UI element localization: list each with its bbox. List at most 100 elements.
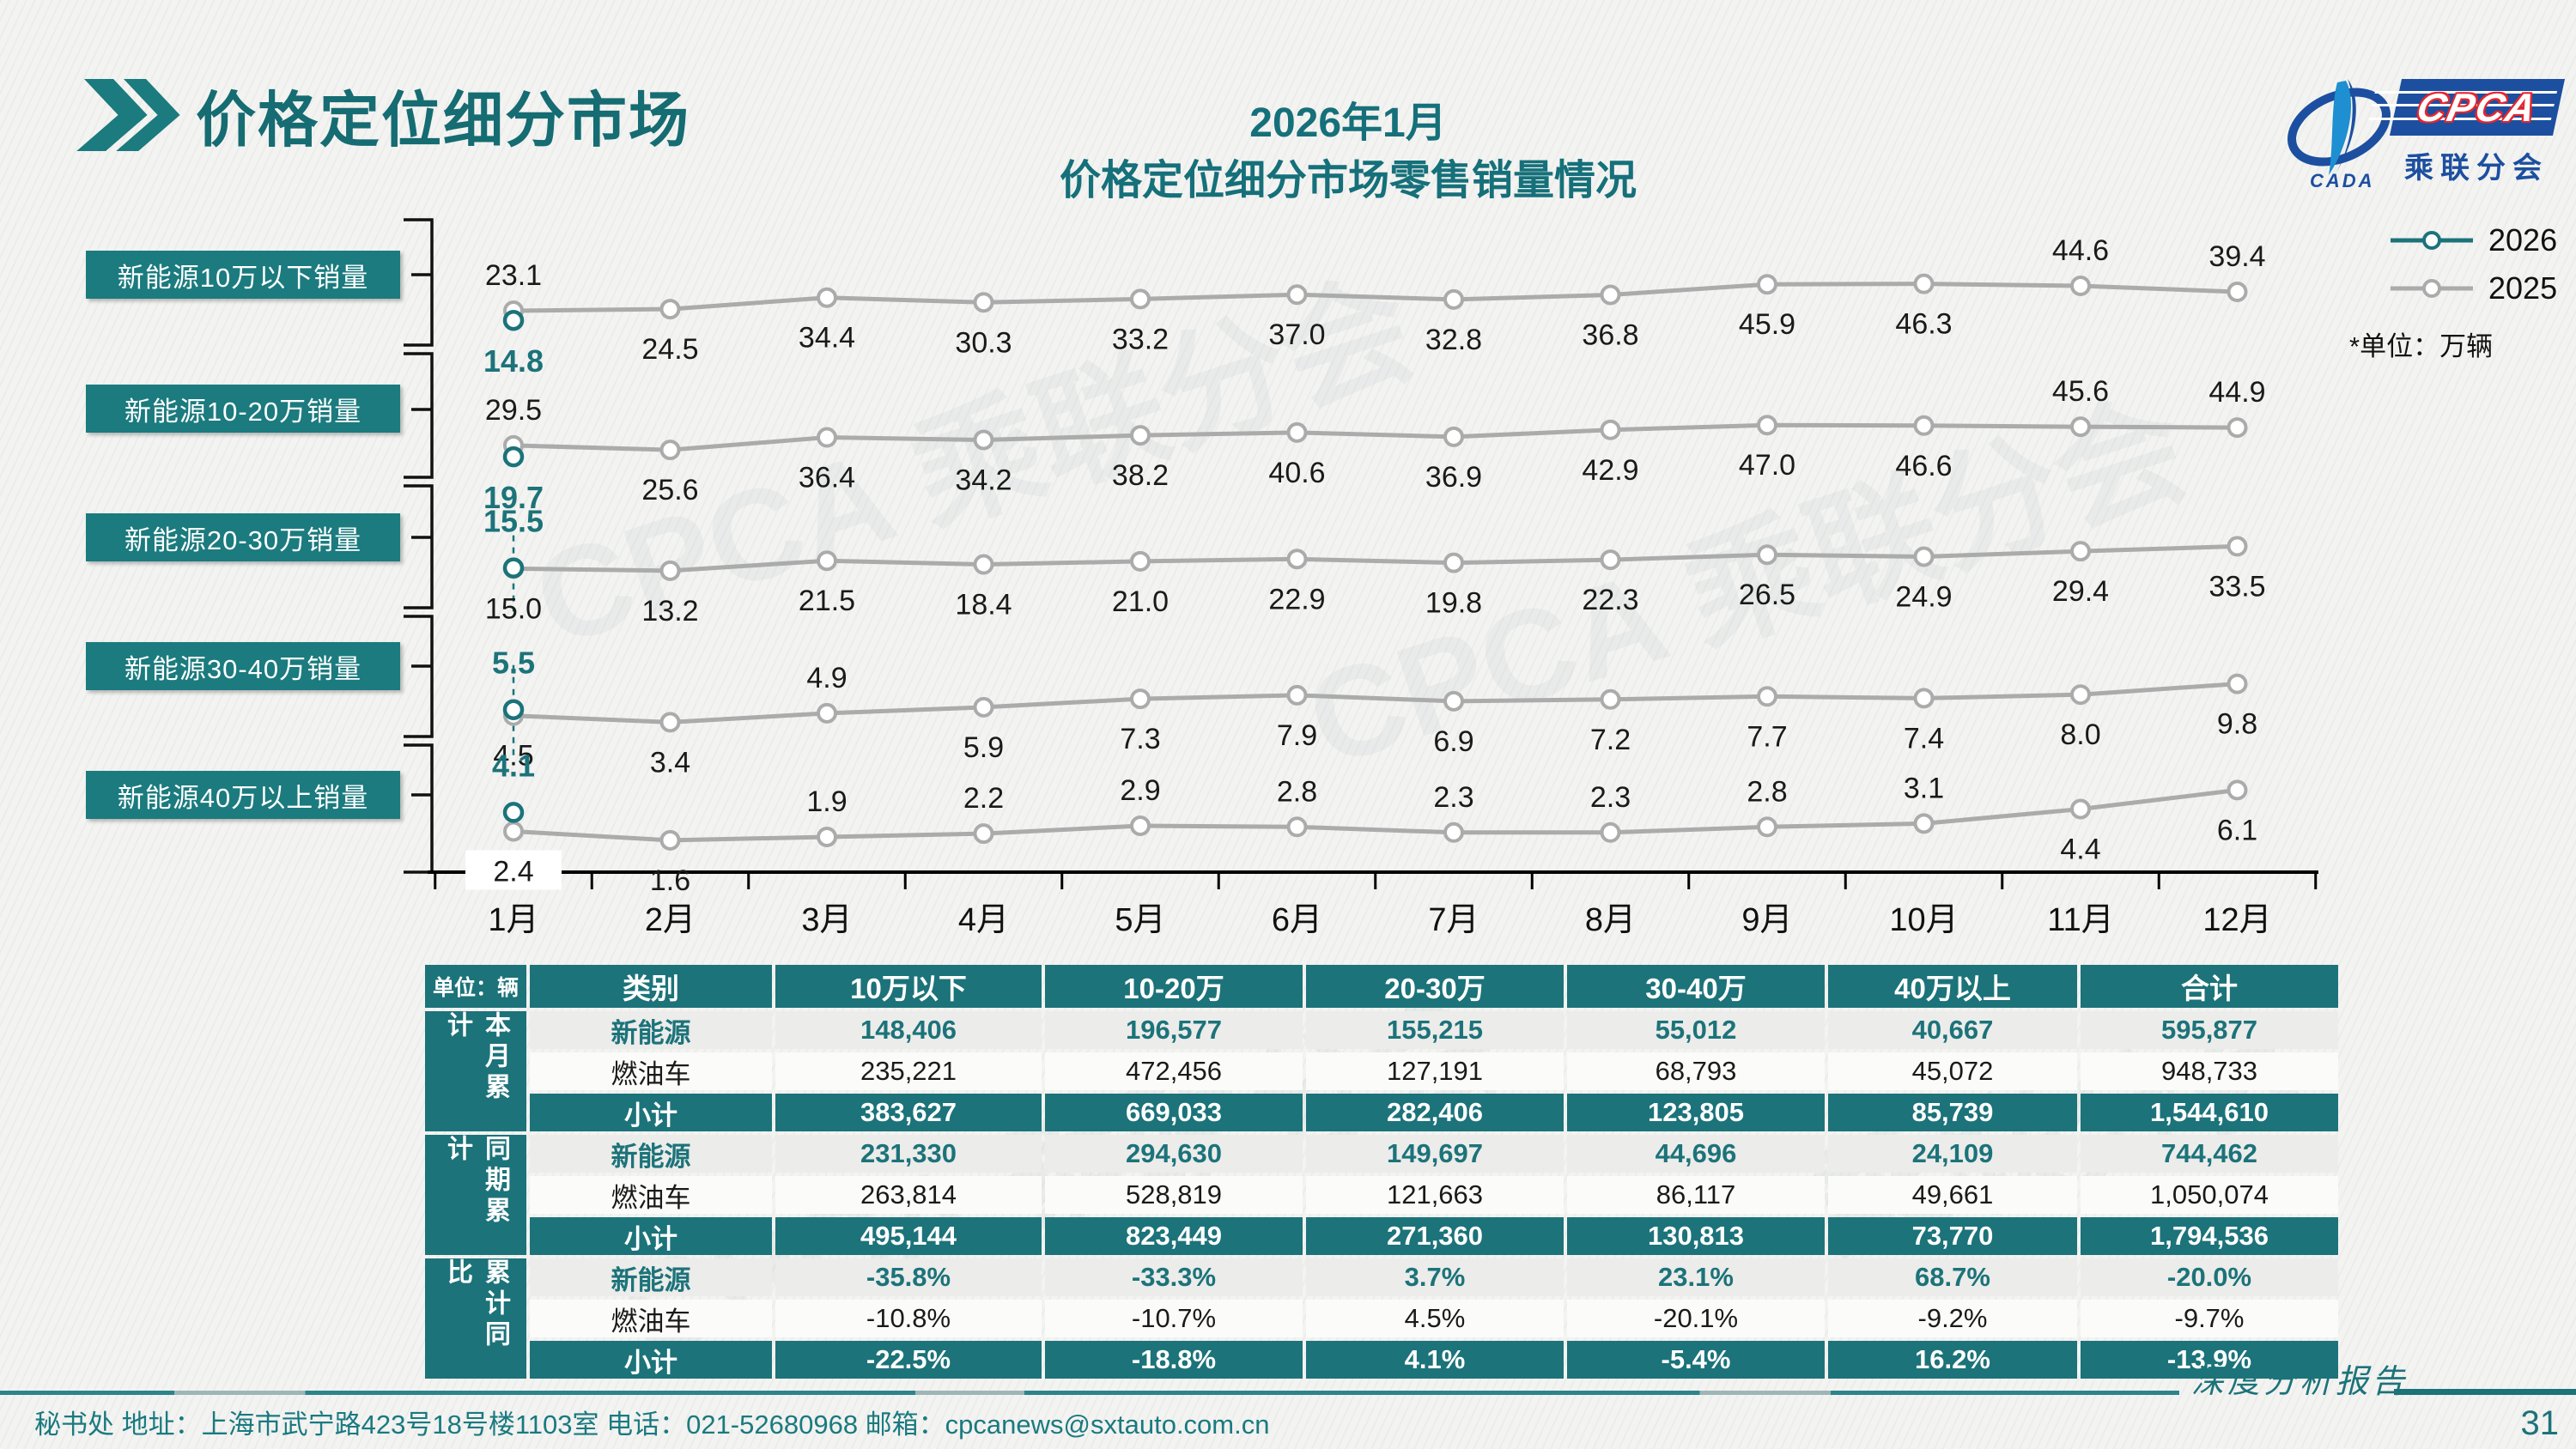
point-2025 <box>1913 688 1935 709</box>
value-label-2025: 32.8 <box>1425 324 1482 356</box>
point-2025 <box>2227 281 2248 302</box>
series-band-3: 4.5 3.4 4.9 5.9 7.3 7.9 6.9 7.2 7.7 7.4 8.0 9.8 5.5 <box>492 646 2257 779</box>
point-2025 <box>1913 813 1935 834</box>
table-row-label: 新能源 <box>530 1011 772 1049</box>
y-axis-bracket <box>404 484 434 609</box>
x-tick-label: 7月 <box>1428 902 1479 938</box>
value-label-2025: 29.5 <box>485 394 542 427</box>
value-label-2025: 45.9 <box>1739 308 1795 341</box>
table-column-header: 40万以上 <box>1828 965 2077 1008</box>
legend-label: 2025 <box>2488 270 2558 306</box>
table-cell: 49,661 <box>1828 1176 2077 1214</box>
point-2025 <box>1130 550 1151 572</box>
point-2025 <box>1443 822 1464 843</box>
point-2025 <box>1913 273 1935 294</box>
value-label-2025: 33.5 <box>2208 570 2265 603</box>
value-label-2025: 37.0 <box>1268 318 1325 351</box>
table-column-header: 30-40万 <box>1567 965 1825 1008</box>
value-label-2025: 30.3 <box>955 326 1012 359</box>
table-cell: 1,794,536 <box>2081 1217 2338 1255</box>
unit-note: *单位：万辆 <box>2349 331 2494 361</box>
x-tick-label: 1月 <box>488 902 538 938</box>
value-label-2025: 1.6 <box>650 864 690 897</box>
point-2025 <box>2227 673 2248 694</box>
value-label-2025: 24.9 <box>1895 580 1952 613</box>
page-title: 价格定位细分市场 <box>196 87 690 154</box>
table-cell: 16.2% <box>1828 1341 2077 1379</box>
point-2025 <box>817 827 837 847</box>
table-column-header: 10-20万 <box>1045 965 1303 1008</box>
point-2025 <box>659 440 681 461</box>
value-label-2025: 22.3 <box>1582 584 1638 616</box>
point-2025 <box>2070 684 2091 706</box>
legend-label: 2026 <box>2488 222 2558 258</box>
value-label-2025: 9.8 <box>2217 708 2257 741</box>
table-cell: 4.1% <box>1306 1341 1564 1379</box>
value-label-2025: 7.3 <box>1120 723 1160 755</box>
value-label-2025: 33.2 <box>1112 323 1169 355</box>
value-label-2025: 7.2 <box>1590 724 1631 756</box>
point-2025 <box>1286 421 1308 443</box>
value-label-2025: 2.3 <box>1590 781 1631 814</box>
value-label-2025: 19.8 <box>1425 587 1482 620</box>
point-2025 <box>1913 415 1935 436</box>
value-label-2025: 46.3 <box>1895 308 1952 341</box>
table-cell: 528,819 <box>1045 1176 1303 1214</box>
table-group-label: 同期累计 <box>425 1135 526 1255</box>
point-2026-jan <box>502 557 525 579</box>
table-cell: -20.0% <box>2081 1258 2338 1296</box>
point-2025 <box>817 702 837 724</box>
side-label-200-300k: 新能源20-30万销量 <box>86 513 400 561</box>
label-chip <box>465 850 562 890</box>
point-2025 <box>1130 288 1151 310</box>
table-cell: 68,793 <box>1567 1052 1825 1090</box>
x-tick-label: 10月 <box>1889 902 1958 938</box>
point-2025 <box>1286 549 1308 570</box>
value-label-2025: 26.5 <box>1739 579 1795 611</box>
value-label-2025: 36.9 <box>1425 461 1482 494</box>
value-label-2025: 1.9 <box>806 785 847 818</box>
point-2025 <box>1286 284 1308 306</box>
value-label-2026: 14.8 <box>483 343 544 379</box>
x-tick-label: 8月 <box>1585 902 1636 938</box>
x-tick-label: 11月 <box>2047 902 2113 938</box>
point-2025 <box>1600 688 1621 710</box>
table-cell: -5.4% <box>1567 1341 1825 1379</box>
value-label-2026: 4.1 <box>492 748 535 783</box>
point-2025 <box>817 550 837 572</box>
table-cell: -20.1% <box>1567 1300 1825 1337</box>
point-2026-jan <box>502 802 525 823</box>
table-cell: 948,733 <box>2081 1052 2338 1090</box>
legend-item-2026: 2026 <box>2389 216 2557 264</box>
y-axis-bracket <box>404 743 434 874</box>
table-cell: 23.1% <box>1567 1258 1825 1296</box>
value-label-2025: 36.4 <box>799 462 855 494</box>
value-label-2026: 15.5 <box>483 504 544 539</box>
value-label-2025: 2.8 <box>1747 775 1787 808</box>
chart-title-line1: 2026年1月 <box>1249 100 1447 146</box>
table-cell: 1,050,074 <box>2081 1176 2338 1214</box>
table-cell: 86,117 <box>1567 1176 1825 1214</box>
point-2025 <box>659 712 681 733</box>
cada-logo-text: CADA <box>2310 170 2375 191</box>
table-cell: -9.2% <box>1828 1300 2077 1337</box>
table-unit-header: 单位：辆 <box>425 965 526 1008</box>
point-2025 <box>503 821 524 842</box>
line-2025 <box>513 682 2238 724</box>
table-cell: 196,577 <box>1045 1011 1303 1049</box>
point-2025 <box>973 554 994 575</box>
value-label-2025: 29.4 <box>2052 575 2109 608</box>
legend-marker-2025-icon <box>2391 279 2473 298</box>
point-2025 <box>1600 419 1621 440</box>
table-row-label: 小计 <box>530 1217 772 1255</box>
table-row-label: 燃油车 <box>530 1176 772 1214</box>
report-tagline: 深度分析报告 <box>2191 1362 2409 1400</box>
table-column-header: 10万以下 <box>775 965 1042 1008</box>
table-cell: 127,191 <box>1306 1052 1564 1090</box>
point-2025 <box>1130 815 1151 836</box>
line-2025 <box>513 543 2238 573</box>
point-2025 <box>973 292 994 313</box>
point-2026-jan <box>502 699 525 720</box>
cpca-logo-subtext: 乘联分会 <box>2404 152 2549 185</box>
